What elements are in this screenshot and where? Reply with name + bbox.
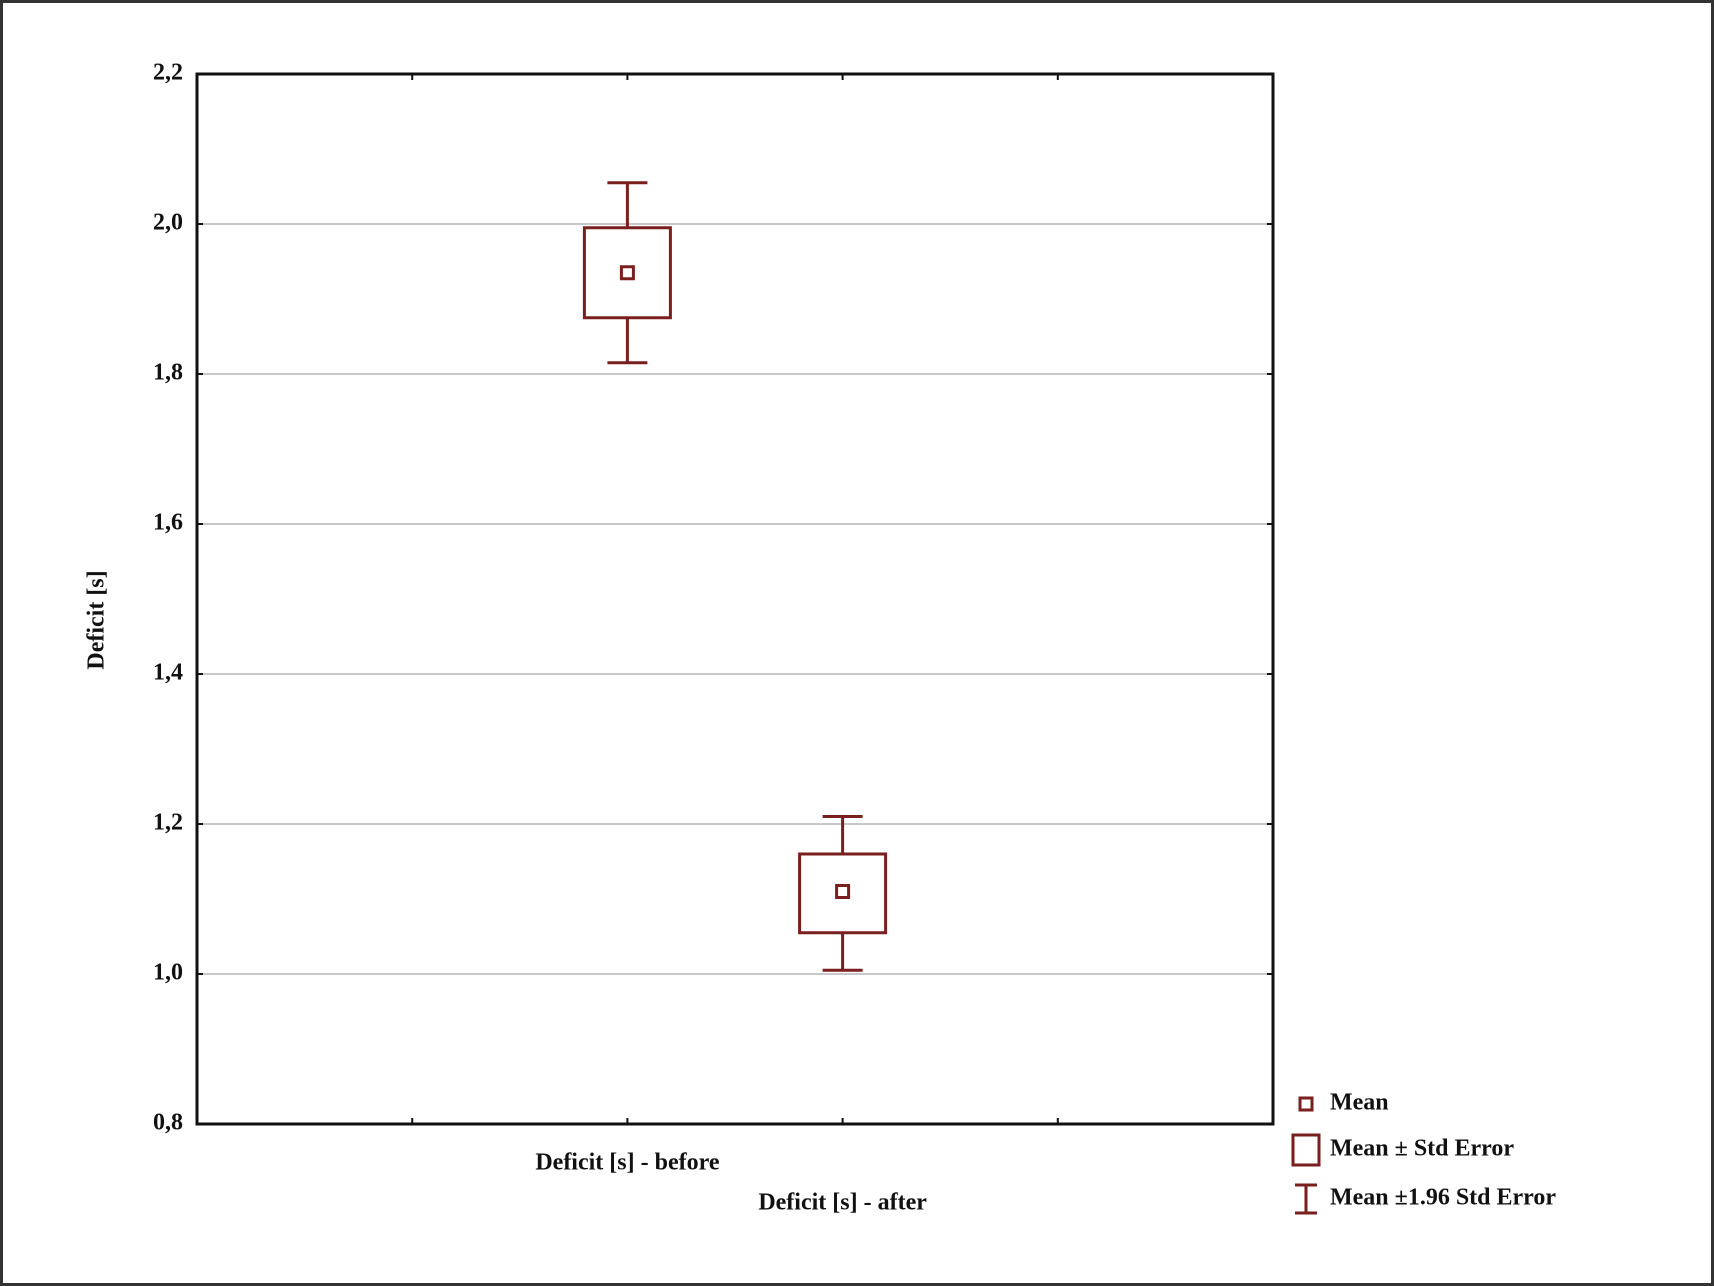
error-box — [582, 226, 672, 320]
y-tick-label: 1,8 — [153, 360, 183, 386]
y-tick-label: 2,0 — [153, 210, 183, 236]
y-tick-label: 1,2 — [153, 810, 183, 836]
x-tick-label: Deficit [s] - after — [758, 1190, 927, 1216]
legend-mean-icon — [1298, 1096, 1314, 1112]
legend-label: Mean ± Std Error — [1330, 1136, 1514, 1162]
y-tick-label: 1,0 — [153, 960, 183, 986]
mean-marker — [619, 265, 635, 281]
legend-box-icon — [1291, 1133, 1321, 1167]
legend-label: Mean ±1.96 Std Error — [1330, 1185, 1556, 1211]
error-box — [798, 852, 888, 935]
y-tick-label: 1,4 — [153, 660, 183, 686]
y-tick-label: 0,8 — [153, 1110, 183, 1136]
plot-area — [195, 72, 1275, 1126]
y-tick-label: 1,6 — [153, 510, 183, 536]
mean-marker — [835, 884, 851, 899]
x-tick-label: Deficit [s] - before — [535, 1150, 719, 1176]
legend-label: Mean — [1330, 1090, 1389, 1116]
y-axis-label: Deficit [s] — [84, 570, 110, 669]
y-tick-label: 2,2 — [153, 60, 183, 86]
